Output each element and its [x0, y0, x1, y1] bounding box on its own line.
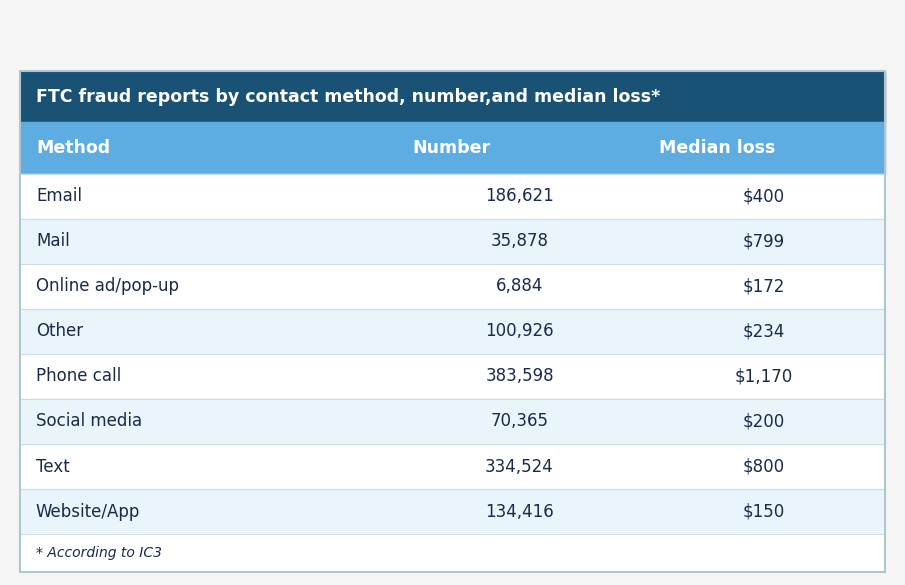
Bar: [20, 264, 885, 309]
Text: Other: Other: [36, 322, 83, 340]
Text: $200: $200: [743, 412, 786, 431]
Text: 35,878: 35,878: [491, 232, 548, 250]
Text: Email: Email: [36, 187, 82, 205]
Text: 100,926: 100,926: [485, 322, 554, 340]
Text: * According to IC3: * According to IC3: [36, 546, 162, 560]
Text: $1,170: $1,170: [735, 367, 793, 386]
Bar: [20, 174, 885, 219]
Text: 70,365: 70,365: [491, 412, 548, 431]
Text: Median loss: Median loss: [659, 139, 776, 157]
Text: Mail: Mail: [36, 232, 70, 250]
Bar: [20, 399, 885, 444]
Text: $400: $400: [743, 187, 785, 205]
Text: FTC fraud reports by contact method, number,and median loss*: FTC fraud reports by contact method, num…: [36, 88, 661, 105]
Bar: [20, 219, 885, 264]
Text: 383,598: 383,598: [485, 367, 554, 386]
Text: $172: $172: [743, 277, 786, 295]
Text: 186,621: 186,621: [485, 187, 554, 205]
Text: Online ad/pop-up: Online ad/pop-up: [36, 277, 179, 295]
Text: $800: $800: [743, 457, 785, 476]
Text: $234: $234: [743, 322, 786, 340]
Text: 6,884: 6,884: [496, 277, 543, 295]
Text: 334,524: 334,524: [485, 457, 554, 476]
Bar: [20, 444, 885, 489]
Bar: [20, 122, 885, 174]
Bar: [20, 354, 885, 399]
Bar: [20, 71, 885, 572]
Text: Method: Method: [36, 139, 110, 157]
Text: Text: Text: [36, 457, 70, 476]
Bar: [20, 309, 885, 354]
Text: Phone call: Phone call: [36, 367, 121, 386]
Text: 134,416: 134,416: [485, 503, 554, 521]
Text: $150: $150: [743, 503, 786, 521]
Bar: [20, 489, 885, 534]
Text: Website/App: Website/App: [36, 503, 140, 521]
Text: Social media: Social media: [36, 412, 142, 431]
Text: Number: Number: [413, 139, 491, 157]
Text: $799: $799: [743, 232, 785, 250]
Bar: [20, 71, 885, 122]
Bar: [20, 534, 885, 572]
